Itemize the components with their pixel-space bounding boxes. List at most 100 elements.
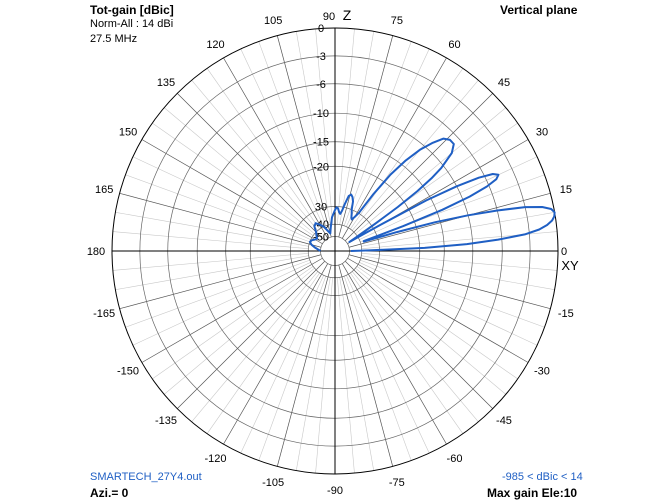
spoke-line — [115, 255, 309, 291]
angle-label: -105 — [262, 477, 284, 489]
spoke-line — [361, 255, 555, 291]
spoke-line — [343, 41, 412, 226]
spoke-line — [360, 259, 545, 328]
spoke-line — [345, 261, 493, 409]
angle-label: -150 — [117, 366, 139, 378]
spoke-line — [112, 231, 309, 249]
spoke-line — [276, 35, 332, 238]
spoke-line — [339, 31, 375, 225]
spoke-line — [355, 107, 507, 235]
spoke-line — [223, 263, 329, 445]
angle-label: -15 — [558, 308, 574, 320]
angle-label: 105 — [264, 15, 282, 27]
spoke-line — [345, 93, 493, 241]
angle-label: 120 — [206, 39, 224, 51]
spoke-line — [191, 271, 319, 423]
angle-label: -165 — [93, 308, 115, 320]
spoke-line — [152, 122, 314, 236]
spoke-line — [346, 275, 430, 454]
chart-title: Tot-gain [dBic] — [90, 3, 174, 17]
spoke-line — [295, 277, 331, 471]
angle-label: 90 — [323, 11, 335, 23]
spoke-line — [132, 156, 311, 240]
spoke-line — [351, 79, 479, 231]
spoke-line — [338, 35, 394, 238]
spoke-line — [163, 267, 315, 395]
spoke-line — [351, 271, 479, 423]
spoke-line — [258, 41, 327, 226]
spoke-line — [125, 174, 310, 243]
spoke-line — [343, 276, 412, 461]
spoke-line — [191, 79, 319, 231]
angle-label: 150 — [119, 127, 137, 139]
angle-label: -45 — [496, 415, 512, 427]
azimuth-label: Azi.= 0 — [90, 486, 129, 500]
angle-label: 30 — [536, 127, 548, 139]
z-axis-label: Z — [343, 7, 352, 23]
plane-label: Vertical plane — [500, 3, 578, 17]
spoke-line — [338, 264, 394, 467]
angle-label: 15 — [560, 184, 572, 196]
spoke-line — [339, 277, 375, 471]
spoke-line — [115, 211, 309, 247]
spoke-line — [295, 31, 331, 225]
spoke-line — [347, 257, 529, 363]
spoke-line — [341, 57, 447, 239]
spoke-line — [315, 277, 333, 474]
angle-label: -60 — [447, 453, 463, 465]
spoke-line — [152, 266, 314, 380]
frequency-label: 27.5 MHz — [90, 33, 138, 45]
spoke-line — [361, 211, 555, 247]
spoke-line — [258, 276, 327, 461]
spoke-line — [348, 254, 551, 310]
spoke-line — [359, 156, 538, 240]
angle-label: -75 — [389, 477, 405, 489]
ring-label: 30 — [315, 201, 327, 213]
spoke-line — [223, 57, 329, 239]
spoke-line — [206, 272, 320, 434]
spoke-line — [141, 257, 323, 363]
spoke-line — [315, 28, 333, 225]
spoke-line — [361, 253, 558, 271]
spoke-line — [177, 261, 325, 409]
spoke-line — [240, 275, 324, 454]
angle-label: 165 — [95, 184, 113, 196]
ring-label: 0 — [318, 23, 324, 35]
spoke-line — [163, 107, 315, 235]
spoke-line — [350, 272, 464, 434]
spoke-line — [337, 277, 355, 474]
angle-label: -120 — [204, 453, 226, 465]
angle-label: 60 — [448, 39, 460, 51]
angle-label: 180 — [87, 246, 105, 258]
angle-label: 75 — [391, 15, 403, 27]
spoke-line — [119, 192, 322, 248]
gain-range-label: -985 < dBic < 14 — [502, 471, 583, 483]
norm-label: Norm-All : 14 dBi — [90, 18, 174, 30]
spoke-line — [337, 28, 355, 225]
ring-label: -10 — [313, 108, 329, 120]
spoke-line — [112, 253, 309, 271]
spoke-line — [125, 259, 310, 328]
spoke-line — [346, 48, 430, 227]
max-gain-label: Max gain Ele:10 — [487, 486, 578, 500]
angle-label: -135 — [155, 415, 177, 427]
spoke-line — [141, 139, 323, 245]
angle-label: 0 — [561, 246, 567, 258]
spoke-line — [341, 263, 447, 445]
spoke-line — [177, 93, 325, 241]
angle-label: 45 — [498, 77, 510, 89]
spoke-line — [206, 68, 320, 230]
ring-label: -20 — [313, 161, 329, 173]
spoke-line — [350, 68, 464, 230]
angle-label: -90 — [327, 485, 343, 497]
spoke-line — [355, 267, 507, 395]
spoke-line — [356, 266, 518, 380]
spoke-line — [348, 192, 551, 248]
spoke-line — [132, 262, 311, 346]
ring-label: -6 — [316, 79, 326, 91]
spoke-line — [276, 264, 332, 467]
angle-label: 135 — [157, 77, 175, 89]
spoke-line — [240, 48, 324, 227]
ring-label: -15 — [313, 137, 329, 149]
